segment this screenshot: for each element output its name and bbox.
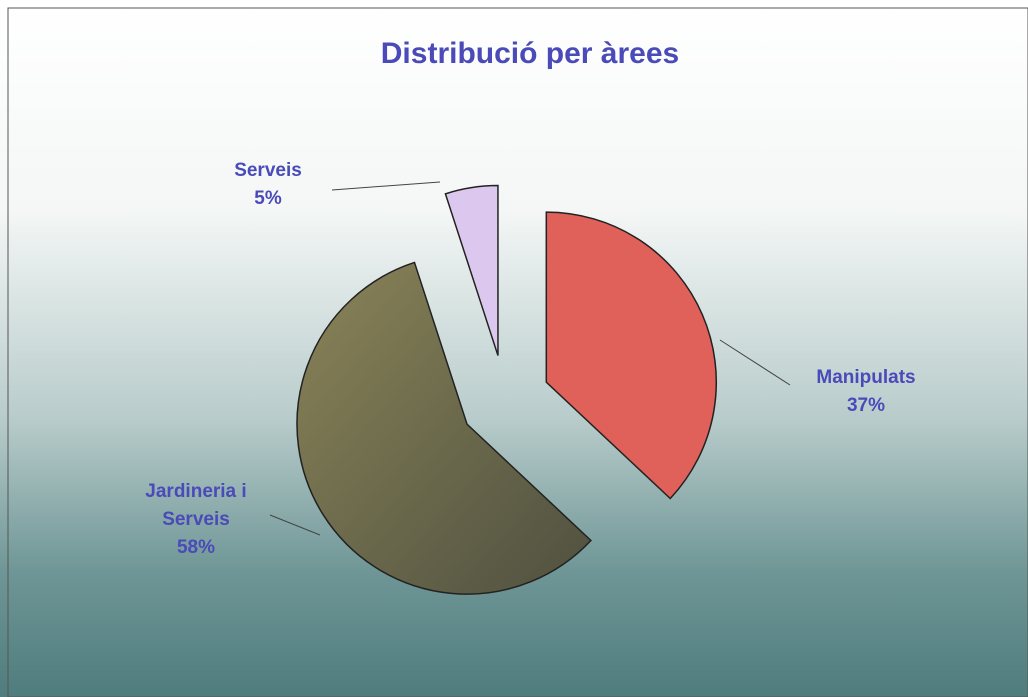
frame — [7, 7, 1028, 697]
slice-value: 5% — [254, 188, 282, 209]
pie-slice — [444, 184, 499, 356]
slice-name: Serveis — [234, 160, 302, 181]
slice-name: Manipulats — [816, 367, 916, 388]
slice-label: Serveis 5% — [193, 157, 343, 213]
leader-line — [269, 514, 321, 536]
pie-slice — [296, 261, 592, 595]
slice-label: Jardineria i Serveis 58% — [121, 478, 271, 562]
pie — [296, 184, 718, 595]
slice-name: Jardineria i Serveis — [145, 481, 247, 530]
slice-label: Manipulats 37% — [791, 364, 941, 420]
chart-title: Distribució per àrees — [381, 37, 679, 70]
slice-value: 37% — [846, 395, 886, 416]
pie-slice — [545, 211, 718, 500]
leader-line — [331, 181, 441, 191]
leader-line — [719, 339, 791, 386]
slice-value: 58% — [176, 537, 216, 558]
